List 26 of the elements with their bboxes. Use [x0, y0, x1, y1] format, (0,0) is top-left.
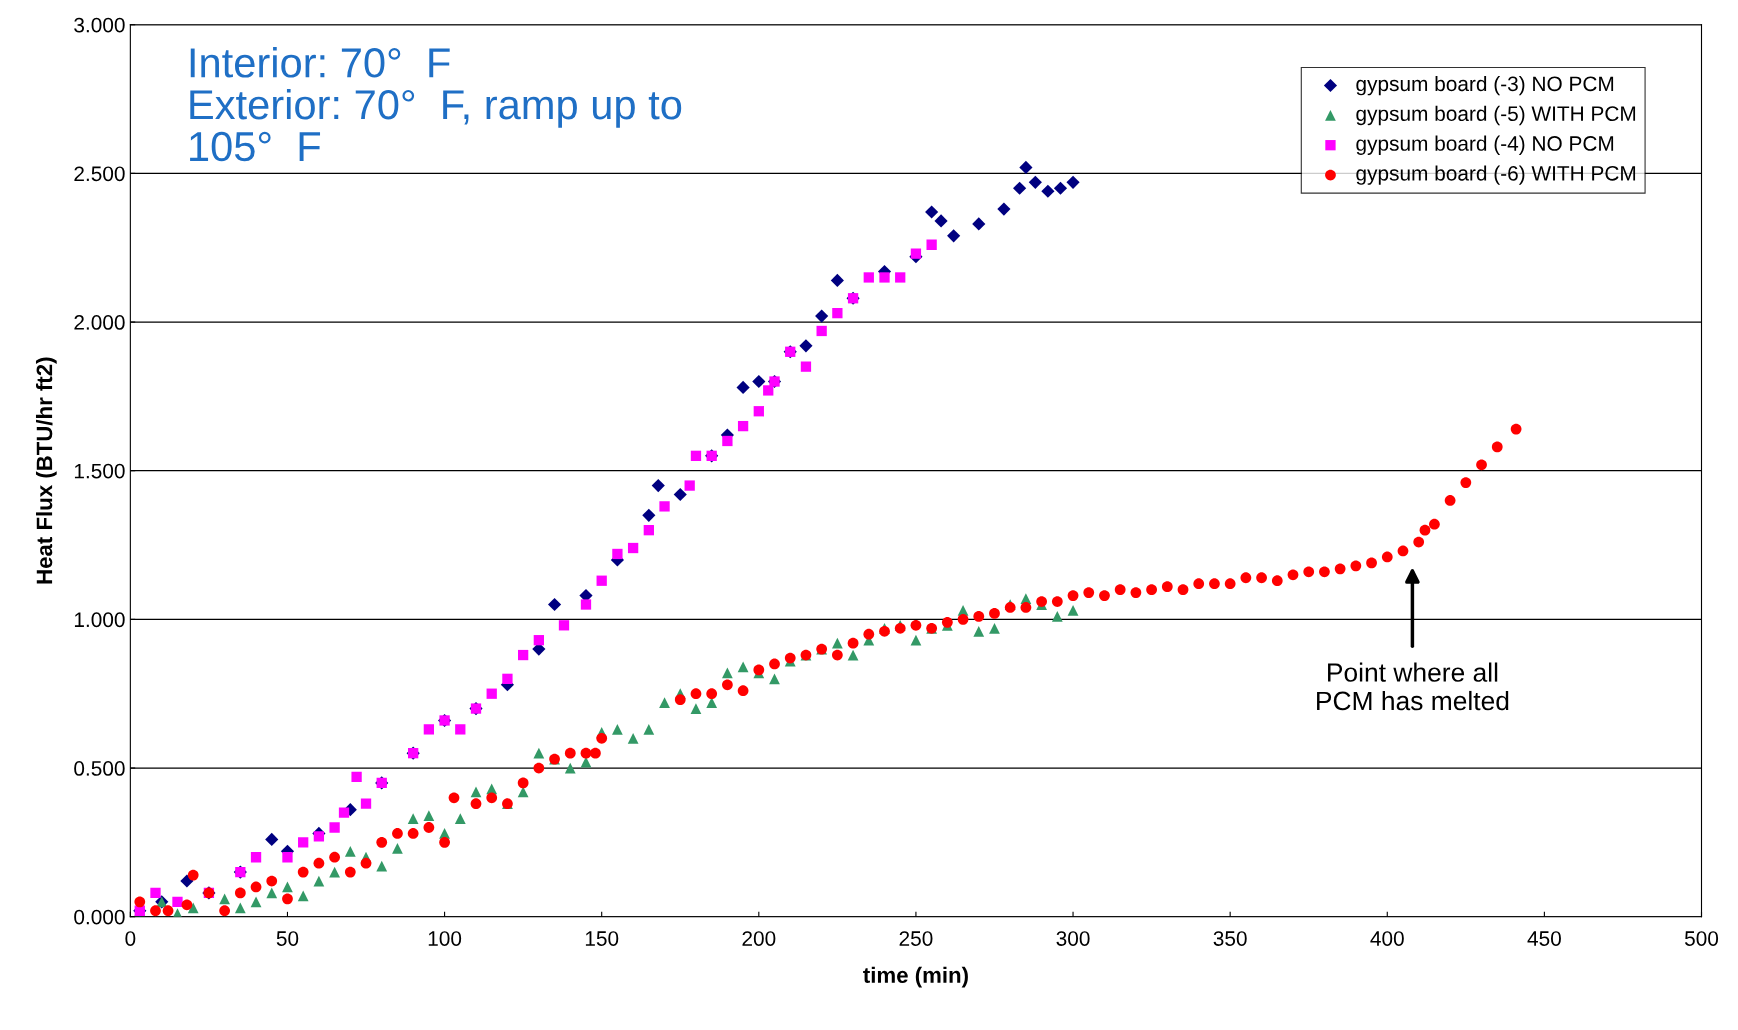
- x-tick-label: 500: [1684, 931, 1719, 946]
- x-tick-label: 400: [1370, 931, 1404, 946]
- y-axis-title: Heat Flux (BTU/hr ft2): [35, 357, 57, 584]
- x-tick-label: 450: [1527, 931, 1561, 946]
- y-tick-label: 3.000: [74, 17, 125, 33]
- x-tick-label: 200: [742, 931, 776, 946]
- x-tick-label: 250: [899, 931, 933, 946]
- y-tick-label: 1.500: [74, 463, 125, 479]
- annotation: Interior: 70° F Exterior: 70° F, ramp up to 105° F: [190, 47, 682, 162]
- x-axis-title: time (min): [863, 966, 968, 988]
- x-tick-label: 350: [1213, 931, 1247, 946]
- y-tick-label: 0.500: [74, 761, 125, 776]
- y-tick-label: 1.000: [74, 612, 125, 628]
- x-tick-label: 100: [428, 931, 462, 946]
- y-tick-label: 2.500: [74, 166, 125, 182]
- legend-label: gypsum board (-4) NO PCM: [1356, 135, 1614, 155]
- x-tick-label: 150: [585, 931, 619, 946]
- x-tick-label: 0: [125, 931, 136, 946]
- legend-label: gypsum board (-6) WITH PCM: [1356, 165, 1636, 185]
- x-tick-label: 50: [276, 931, 299, 946]
- legend-label: gypsum board (-5) WITH PCM: [1356, 105, 1636, 126]
- legend-label: gypsum board (-3) NO PCM: [1356, 75, 1614, 96]
- x-tick-label: 300: [1056, 931, 1090, 946]
- y-tick-label: 2.000: [74, 315, 125, 330]
- annotation: Point where all PCM has melted: [1317, 662, 1509, 711]
- y-tick-label: 0.000: [74, 909, 125, 925]
